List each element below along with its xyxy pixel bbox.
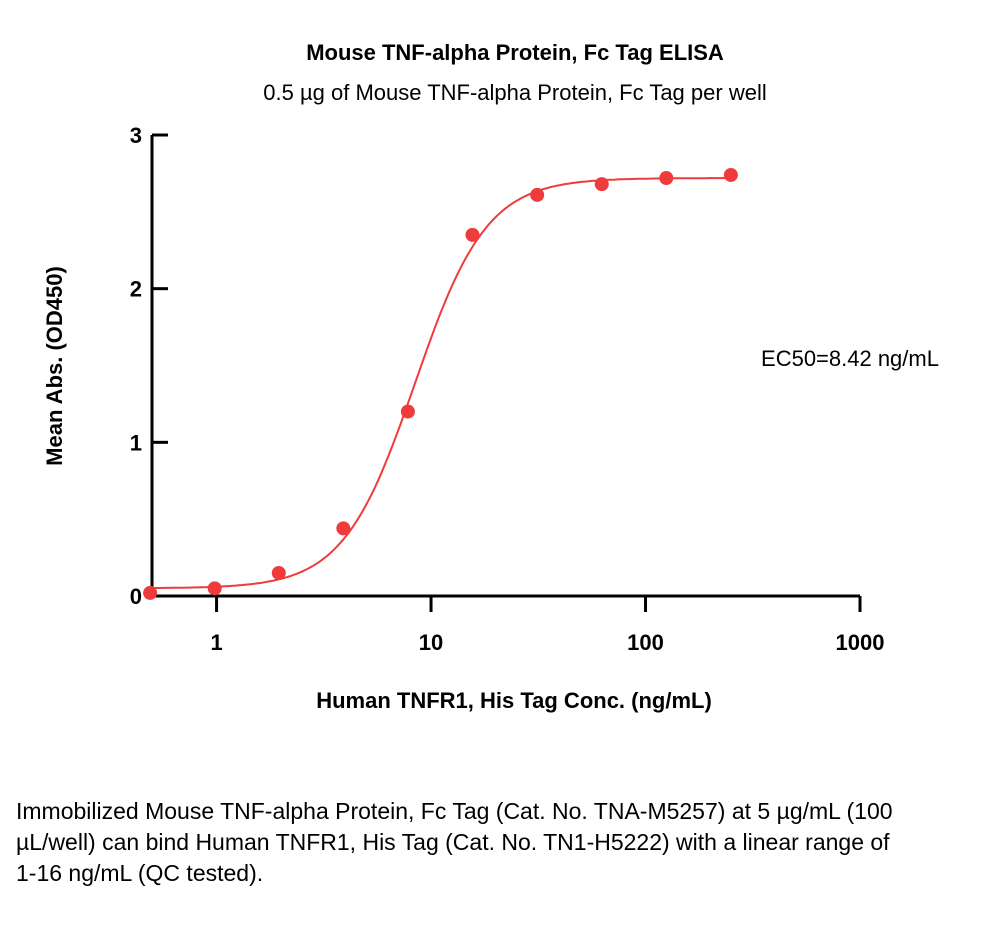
- data-point: [465, 227, 480, 242]
- y-tick-label: 2: [130, 277, 142, 302]
- x-tick-label: 100: [627, 630, 664, 655]
- x-tick-label: 1: [210, 630, 222, 655]
- data-point: [207, 581, 222, 596]
- fit-curve: [151, 177, 731, 590]
- chart-subtitle: 0.5 µg of Mouse TNF-alpha Protein, Fc Ta…: [263, 80, 766, 105]
- x-tick-label: 1000: [836, 630, 885, 655]
- figure-caption: Immobilized Mouse TNF-alpha Protein, Fc …: [16, 798, 893, 886]
- ec50-annotation: EC50=8.42 ng/mL: [761, 346, 939, 371]
- elisa-chart: Mouse TNF-alpha Protein, Fc Tag ELISA 0.…: [42, 40, 939, 713]
- data-point: [530, 187, 545, 202]
- data-point: [400, 404, 415, 419]
- data-point: [336, 521, 351, 536]
- axes: 0 1 2 3 1 10 100 1000: [130, 123, 885, 655]
- data-point: [723, 167, 738, 182]
- data-point: [659, 171, 674, 186]
- x-tick-label: 10: [419, 630, 443, 655]
- y-tick-label: 3: [130, 123, 142, 148]
- y-tick-label: 1: [130, 430, 142, 455]
- y-tick-label: 0: [130, 584, 142, 609]
- data-point: [271, 565, 286, 580]
- x-axis-title: Human TNFR1, His Tag Conc. (ng/mL): [316, 688, 712, 713]
- data-point: [143, 585, 158, 600]
- data-point: [594, 177, 609, 192]
- fit-curve-layer: [151, 177, 731, 590]
- data-points: [143, 167, 738, 600]
- chart-title: Mouse TNF-alpha Protein, Fc Tag ELISA: [306, 40, 724, 65]
- y-axis-title: Mean Abs. (OD450): [42, 266, 67, 466]
